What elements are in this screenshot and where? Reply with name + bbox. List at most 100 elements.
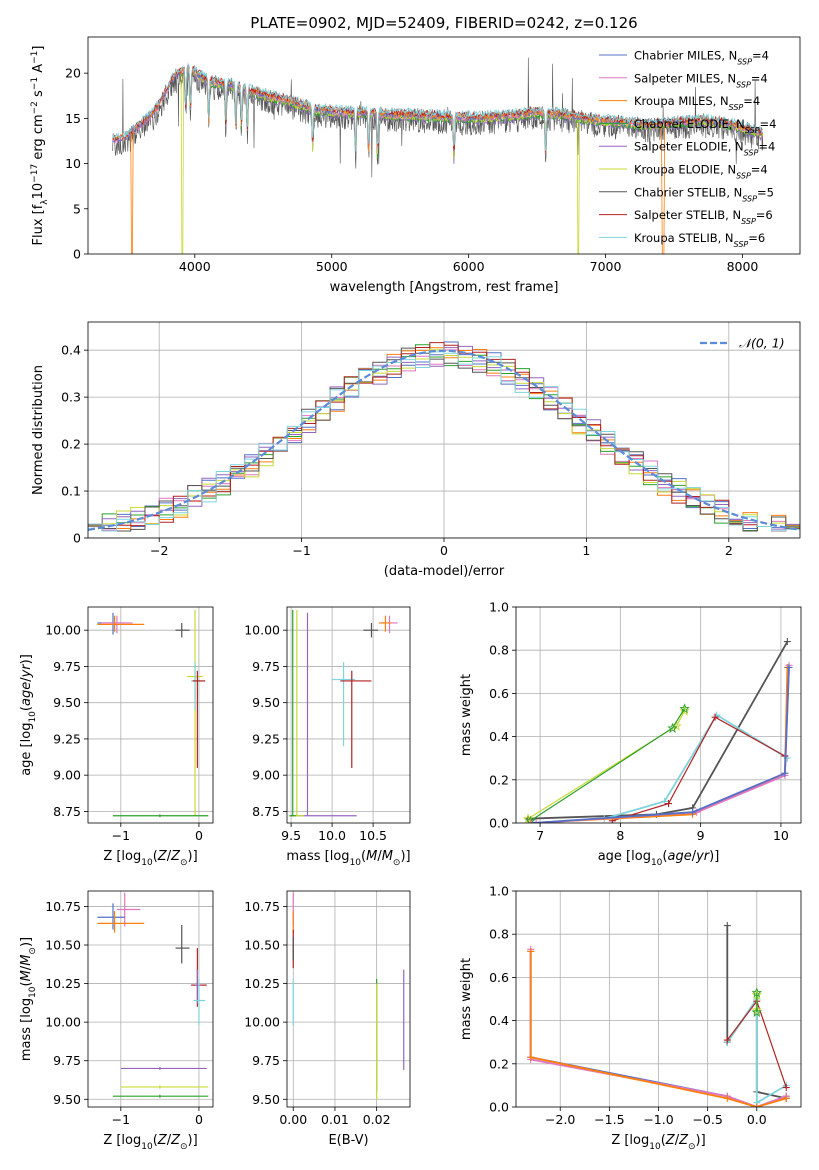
panel-mass_vs_Z: −1 0 9.50 9.75 10.00 10.25 10.50 10.75 Z [log10(… [19, 890, 214, 1152]
y-tick-label: 0.3 [61, 390, 81, 405]
y-tick-label: 10.25 [45, 976, 81, 991]
x-tick-label: −2.0 [545, 1112, 575, 1127]
y-tick-label: 0.0 [489, 816, 509, 831]
plot-area [287, 891, 410, 1107]
spectrum-line-kroupa_stelib [112, 63, 763, 152]
weight-marker-salpeter_stelib [711, 713, 719, 721]
weight-marker-kroupa_elodie [679, 705, 690, 716]
y-tick-label: 9.75 [53, 1053, 81, 1068]
y-tick-label: 9.25 [53, 731, 81, 746]
plot-area [112, 57, 764, 254]
y-tick-label: 10 [65, 156, 81, 171]
y-tick-label: 15 [65, 111, 81, 126]
weight-line-kroupa_miles [530, 667, 789, 823]
y-tick-label: 10.00 [45, 623, 81, 638]
x-tick-label: −1.0 [643, 1112, 673, 1127]
panel-age_vs_mass: 9.5 10.0 10.5 8.75 9.00 9.25 9.50 9.75 10.00 mass… [244, 606, 411, 868]
x-tick-label: 1 [582, 543, 590, 558]
y-tick-label: 10.50 [45, 938, 81, 953]
plot-area [516, 891, 801, 1107]
residuals-legend: 𝒩(0, 1) [700, 336, 785, 351]
y-tick-label: 0.4 [489, 729, 509, 744]
axes-frame [286, 606, 411, 824]
x-tick-label: 8 [616, 828, 624, 843]
y-tick-label: 10.50 [244, 938, 280, 953]
axes-frame [87, 36, 801, 255]
weight-marker-kroupa_miles [782, 1094, 790, 1102]
x-axis-label: Z [log10(Z/Z⊙)] [103, 1133, 197, 1152]
y-axis-label: age [log10(age/yr)] [19, 654, 38, 776]
y-tick-label: 10.00 [45, 1015, 81, 1030]
y-tick-label: 0.8 [489, 927, 509, 942]
y-tick-label: 9.50 [53, 695, 81, 710]
axes-frame [87, 606, 214, 824]
weight-line-chabrier_miles [532, 667, 790, 823]
x-tick-label: 10 [773, 828, 789, 843]
x-tick-label: 0 [195, 828, 203, 843]
panel-weight_vs_Z: −2.0 −1.5 −1.0 −0.5 0.0 0.0 0.2 0.4 0.6 0.8 1.0 Z [… [459, 884, 802, 1152]
legend-label-normal: 𝒩(0, 1) [739, 336, 785, 351]
histogram-kroupa_stelib [88, 351, 800, 532]
x-tick-label: −1 [112, 828, 130, 843]
plot-area [88, 891, 213, 1107]
x-tick-label: −1 [292, 543, 310, 558]
weight-marker-chabrier_stelib [783, 638, 791, 646]
y-tick-label: 10.25 [244, 976, 280, 991]
x-axis-label: wavelength [Angstrom, rest frame] [330, 280, 559, 295]
y-tick-label: 8.75 [53, 804, 81, 819]
x-tick-label: −1 [112, 1112, 130, 1127]
y-tick-label: 9.75 [53, 659, 81, 674]
x-tick-label: 10.0 [318, 828, 346, 843]
y-tick-label: 0.8 [489, 643, 509, 658]
weight-line-salpeter_miles [536, 665, 790, 823]
panel-residuals: −2 −1 0 1 2 0 0.1 0.2 0.3 0.4 (data-model)/error No… [31, 321, 801, 579]
y-axis-label: Flux [fλ10−17 erg cm−2 s−1 A−1] [30, 46, 50, 246]
x-axis-label: Z [log10(Z/Z⊙)] [611, 1133, 705, 1152]
y-tick-label: 0 [73, 247, 81, 262]
y-tick-label: 9.50 [252, 1092, 280, 1107]
weight-marker-chabrier_elodie [751, 1006, 762, 1018]
legend-label-kroupa_stelib: Kroupa STELIB, NSSP=6 [634, 231, 765, 249]
weight-line-salpeter_stelib [612, 716, 786, 822]
y-tick-label: 0 [73, 531, 81, 546]
plot-area [516, 607, 801, 823]
y-tick-label: 8.75 [252, 804, 280, 819]
weight-marker-kroupa_miles [527, 1053, 535, 1061]
x-tick-label: 7 [536, 828, 544, 843]
x-axis-label: (data-model)/error [384, 564, 505, 579]
y-tick-label: 9.50 [53, 1092, 81, 1107]
weight-marker-kroupa_elodie [671, 720, 682, 731]
axes-frame [87, 321, 801, 539]
weight-marker-kroupa_miles [527, 947, 535, 955]
weight-marker-chabrier_miles [528, 819, 536, 823]
axes-frame [515, 890, 802, 1108]
weight-marker-kroupa_stelib [661, 797, 669, 805]
y-tick-label: 10.75 [45, 899, 81, 914]
legend-label-chabrier_stelib: Chabrier STELIB, NSSP=5 [634, 185, 774, 203]
weight-line-chabrier_stelib [527, 641, 789, 820]
y-tick-label: 0.1 [61, 484, 81, 499]
x-axis-label: age [log10(age/yr)] [598, 849, 720, 868]
y-tick-label: 20 [65, 66, 81, 81]
x-tick-label: 5000 [316, 259, 348, 274]
weight-marker-chabrier_miles [785, 663, 793, 671]
legend-label-chabrier_elodie: Chabrier ELODIE, NSSP=4 [634, 117, 776, 134]
weight-marker-salpeter_stelib [782, 1084, 790, 1092]
y-tick-label: 10.00 [244, 623, 280, 638]
y-tick-label: 0.6 [489, 686, 509, 701]
panel-weight_vs_age: 7 8 9 10 0.0 0.2 0.4 0.6 0.8 1.0 age [log10(age/yr… [459, 600, 802, 868]
y-tick-label: 9.75 [252, 659, 280, 674]
y-tick-label: 5 [73, 201, 81, 216]
axes-frame [87, 890, 214, 1108]
normal-curve [88, 349, 800, 531]
figure-title: PLATE=0902, MJD=52409, FIBERID=0242, z=0… [250, 14, 637, 32]
y-tick-label: 0.4 [489, 1013, 509, 1028]
x-tick-label: 9.5 [281, 828, 301, 843]
y-tick-label: 0.2 [489, 772, 509, 787]
x-tick-label: 7000 [590, 259, 622, 274]
weight-line-chabrier_elodie [530, 708, 686, 822]
legend-label-salpeter_stelib: Salpeter STELIB, NSSP=6 [634, 208, 773, 226]
x-tick-label: 0.01 [321, 1112, 349, 1127]
y-tick-label: 9.00 [252, 768, 280, 783]
